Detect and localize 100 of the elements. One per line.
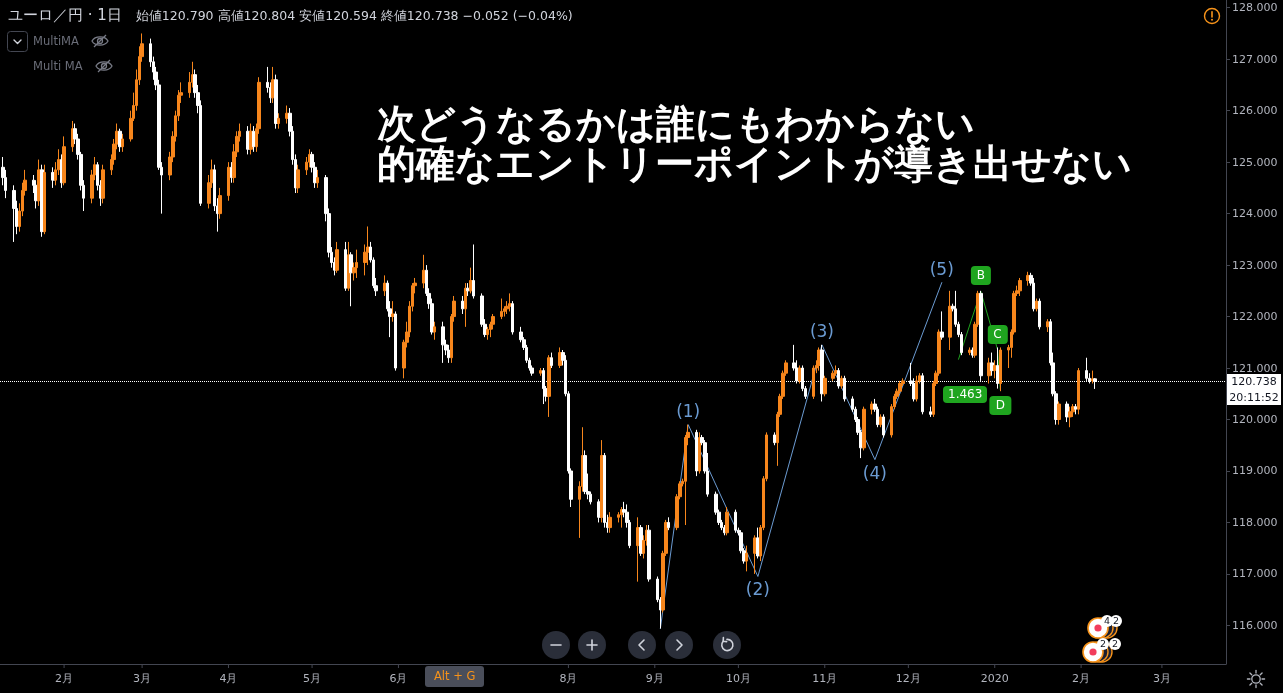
candlestick (508, 292, 512, 312)
candlestick (929, 406, 932, 418)
candlestick (1091, 370, 1094, 384)
annotation: (5) (929, 258, 954, 279)
candlestick (940, 310, 944, 341)
candlestick (603, 452, 606, 529)
candlestick (1032, 277, 1035, 312)
annotation: (1) (676, 400, 701, 421)
candlestick (1065, 400, 1069, 423)
annotation: 2 (1109, 638, 1121, 650)
candlestick (862, 406, 866, 451)
candlestick (834, 364, 838, 377)
candlestick (1074, 403, 1077, 415)
candlestick (812, 364, 815, 400)
candlestick (558, 346, 562, 369)
candlestick (511, 300, 514, 336)
candlestick (277, 112, 280, 130)
y-tick-label: 121.000 (1232, 361, 1278, 375)
candlestick (433, 321, 436, 341)
candlestick (840, 375, 843, 390)
candlestick (734, 509, 737, 534)
candlestick (394, 310, 397, 372)
candlestick (608, 511, 612, 534)
x-tick-label: 10月 (725, 672, 751, 685)
candlestick (441, 321, 445, 364)
y-tick-label: 123.000 (1232, 258, 1278, 272)
candlestick (1046, 318, 1049, 333)
y-tick-label: 127.000 (1232, 52, 1278, 66)
candlestick (993, 359, 996, 379)
annotation: D (989, 395, 1011, 415)
annotation: 4 (1101, 615, 1113, 627)
candlestick (252, 125, 255, 153)
candlestick (968, 346, 971, 356)
candlestick (316, 169, 319, 189)
candlestick (948, 290, 952, 351)
x-tick-label: 2月 (55, 672, 74, 685)
candlestick (51, 166, 55, 189)
candlestick (870, 400, 874, 415)
candlestick (971, 346, 974, 359)
candlestick (745, 545, 748, 572)
candlestick (1038, 298, 1041, 330)
annotation: 1.463 (943, 386, 988, 403)
y-tick-label: 125.000 (1232, 155, 1278, 169)
candlestick (347, 241, 350, 292)
candlestick (447, 344, 450, 364)
y-tick-label: 117.000 (1232, 567, 1278, 581)
y-tick-label: 116.000 (1232, 618, 1278, 632)
candlestick (383, 274, 386, 297)
candlestick (882, 413, 885, 439)
x-tick-label: 2月 (1072, 672, 1091, 685)
x-tick-label: 11月 (812, 672, 838, 685)
candlestick (391, 300, 395, 323)
candlestick (12, 184, 16, 243)
y-tick-label: 128.000 (1232, 1, 1278, 15)
x-tick-label: 5月 (303, 672, 322, 685)
candlestick (500, 298, 503, 320)
x-tick-label: 2020 (980, 672, 1009, 685)
candlestick (798, 364, 801, 384)
candlestick (879, 413, 882, 428)
candlestick (915, 375, 918, 402)
line-series (659, 282, 943, 629)
y-tick-label: 120.000 (1232, 413, 1278, 426)
annotation: (2) (745, 579, 770, 600)
chart-title: ユーロ／円 · 1日 (8, 6, 122, 25)
x-tick-label: 3月 (133, 672, 152, 685)
candlestick (486, 326, 489, 341)
x-tick-label: 8月 (559, 672, 578, 685)
annotation: MultiMA (33, 34, 79, 48)
candlestick (1018, 277, 1022, 297)
candlestick (349, 251, 353, 307)
candlestick (218, 187, 222, 220)
y-tick-label: 124.000 (1232, 207, 1278, 221)
candlestick (753, 534, 757, 575)
candlestick (355, 249, 358, 279)
candlestick (422, 254, 425, 289)
annotation: 2 (1110, 615, 1122, 627)
candlestick (823, 375, 827, 397)
annotation: (4) (862, 462, 887, 483)
text: 20:11:52 (1227, 390, 1281, 406)
candlestick (472, 244, 475, 300)
annotation: 2 (1097, 638, 1109, 650)
candlestick (469, 267, 473, 294)
candlestick (335, 241, 339, 274)
candlestick (636, 516, 640, 583)
candlestick (461, 295, 464, 315)
y-tick-label: 118.000 (1232, 515, 1278, 529)
candlestick (101, 164, 105, 204)
candlestick (227, 161, 230, 202)
candlestick (999, 346, 1002, 392)
candlestick (620, 506, 623, 529)
annotation: Multi MA (33, 59, 83, 73)
x-tick-label: 12月 (895, 672, 921, 685)
candlestick (550, 352, 553, 369)
candlestick (1026, 271, 1030, 287)
candlestick (118, 128, 122, 153)
candlestick (898, 380, 902, 395)
candlestick (667, 516, 670, 531)
candlestick (695, 429, 698, 477)
candlestick (1057, 400, 1061, 426)
x-tick-label: 6月 (389, 672, 408, 685)
